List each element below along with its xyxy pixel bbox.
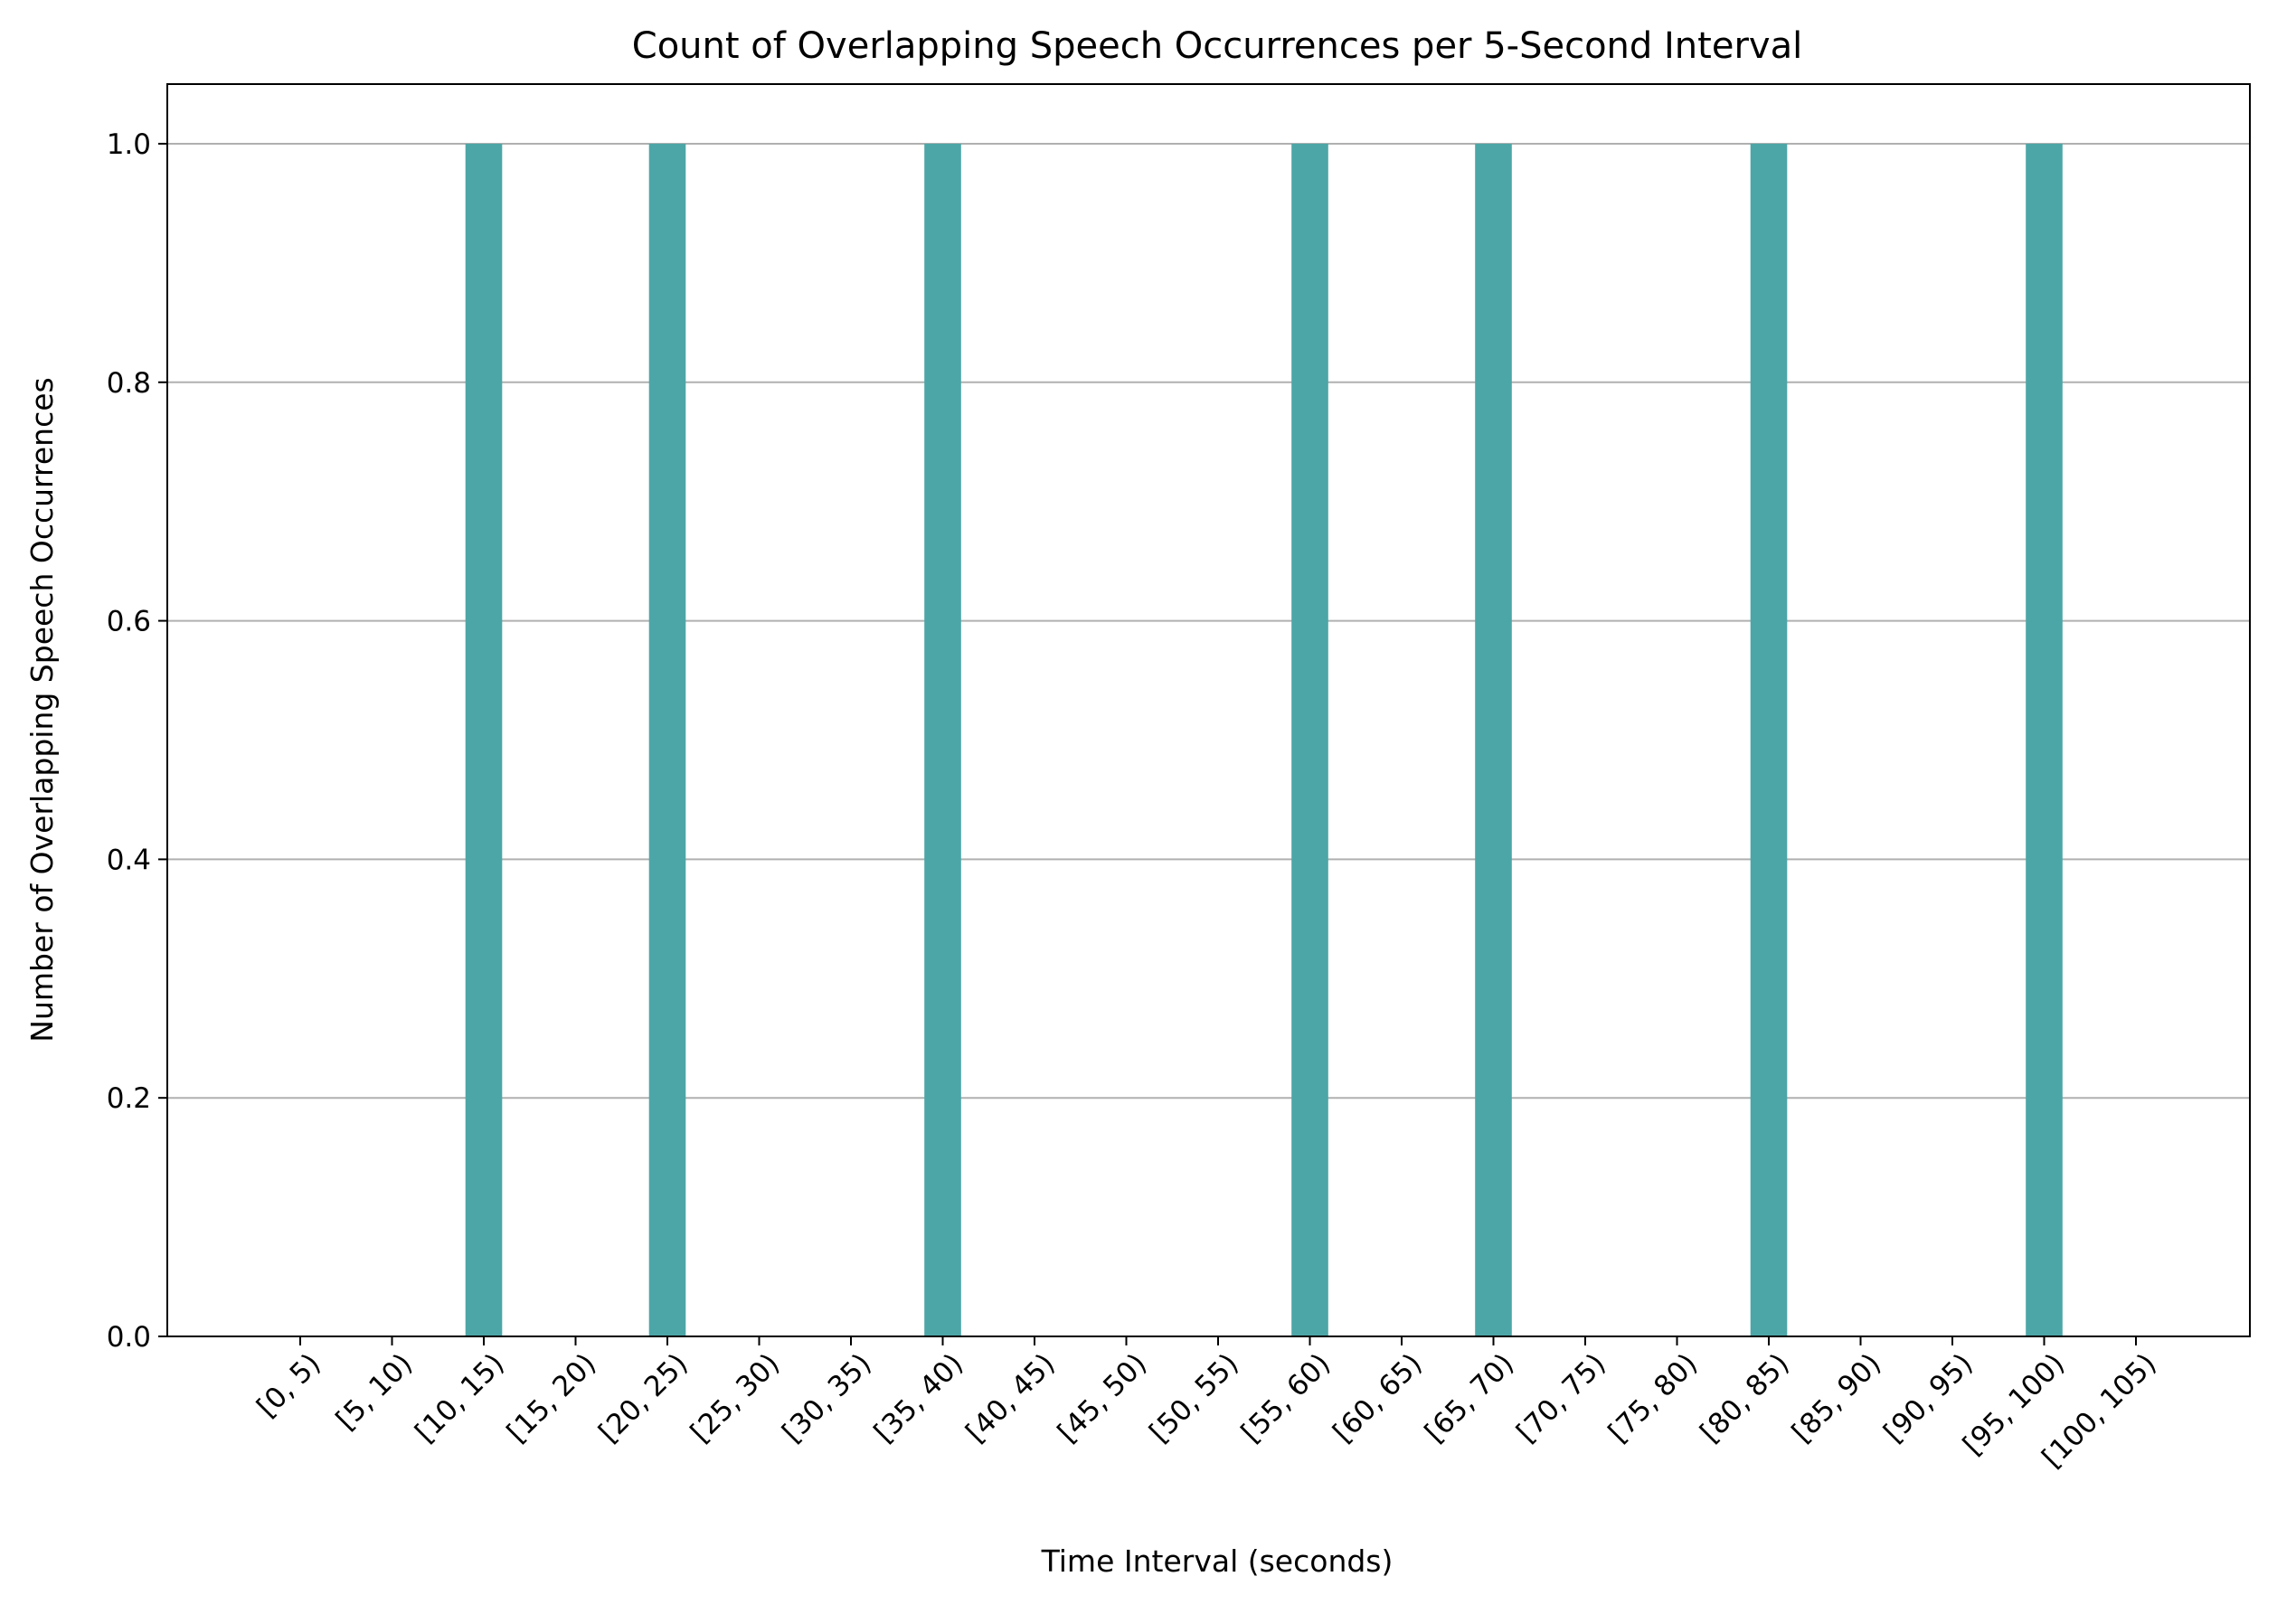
y-axis-label: Number of Overlapping Speech Occurrences [24, 377, 60, 1042]
y-tick-label: 0.8 [107, 367, 151, 400]
x-tick-label: [55, 60) [1235, 1347, 1337, 1449]
x-tick-label: [15, 20) [501, 1347, 602, 1449]
x-tick-label: [65, 70) [1419, 1347, 1520, 1449]
x-tick-label: [30, 35) [776, 1347, 877, 1449]
y-axis: 0.0 0.2 0.4 0.6 0.8 1.0 [107, 128, 167, 1354]
x-tick-label: [80, 85) [1694, 1347, 1795, 1449]
plot-frame [166, 83, 2251, 1337]
y-tick-label: 0.2 [107, 1082, 151, 1115]
bar [1475, 143, 1512, 1336]
x-tick-label: [20, 25) [592, 1347, 694, 1449]
x-tick-label: [5, 10) [330, 1347, 419, 1436]
bar [465, 143, 503, 1336]
bars [465, 143, 2063, 1336]
bar [1291, 143, 1328, 1336]
x-tick-label: [85, 90) [1786, 1347, 1887, 1449]
x-tick-label: [70, 75) [1510, 1347, 1611, 1449]
x-axis-label: Time Interval (seconds) [1041, 1543, 1394, 1579]
x-tick-label: [25, 30) [685, 1347, 786, 1449]
bar [1750, 143, 1788, 1336]
chart-title: Count of Overlapping Speech Occurrences … [632, 25, 1802, 67]
x-tick-label: [10, 15) [409, 1347, 510, 1449]
bar [924, 143, 961, 1336]
x-tick-label: [35, 40) [868, 1347, 969, 1449]
bar [2026, 143, 2063, 1336]
y-tick-label: 1.0 [107, 128, 151, 161]
y-tick-label: 0.4 [107, 844, 151, 876]
x-tick-label: [75, 80) [1602, 1347, 1704, 1449]
y-tick-label: 0.0 [107, 1321, 151, 1354]
bar [648, 143, 686, 1336]
x-tick-label: [40, 45) [959, 1347, 1061, 1449]
x-tick-label: [60, 65) [1327, 1347, 1428, 1449]
x-axis: [0, 5) [5, 10)[10, 15)[15, 20)[20, 25)[25… [250, 1336, 2163, 1474]
x-tick-label: [45, 50) [1052, 1347, 1153, 1449]
x-tick-label: [50, 55) [1143, 1347, 1244, 1449]
y-tick-label: 0.6 [107, 606, 151, 638]
x-tick-label: [0, 5) [250, 1347, 326, 1423]
